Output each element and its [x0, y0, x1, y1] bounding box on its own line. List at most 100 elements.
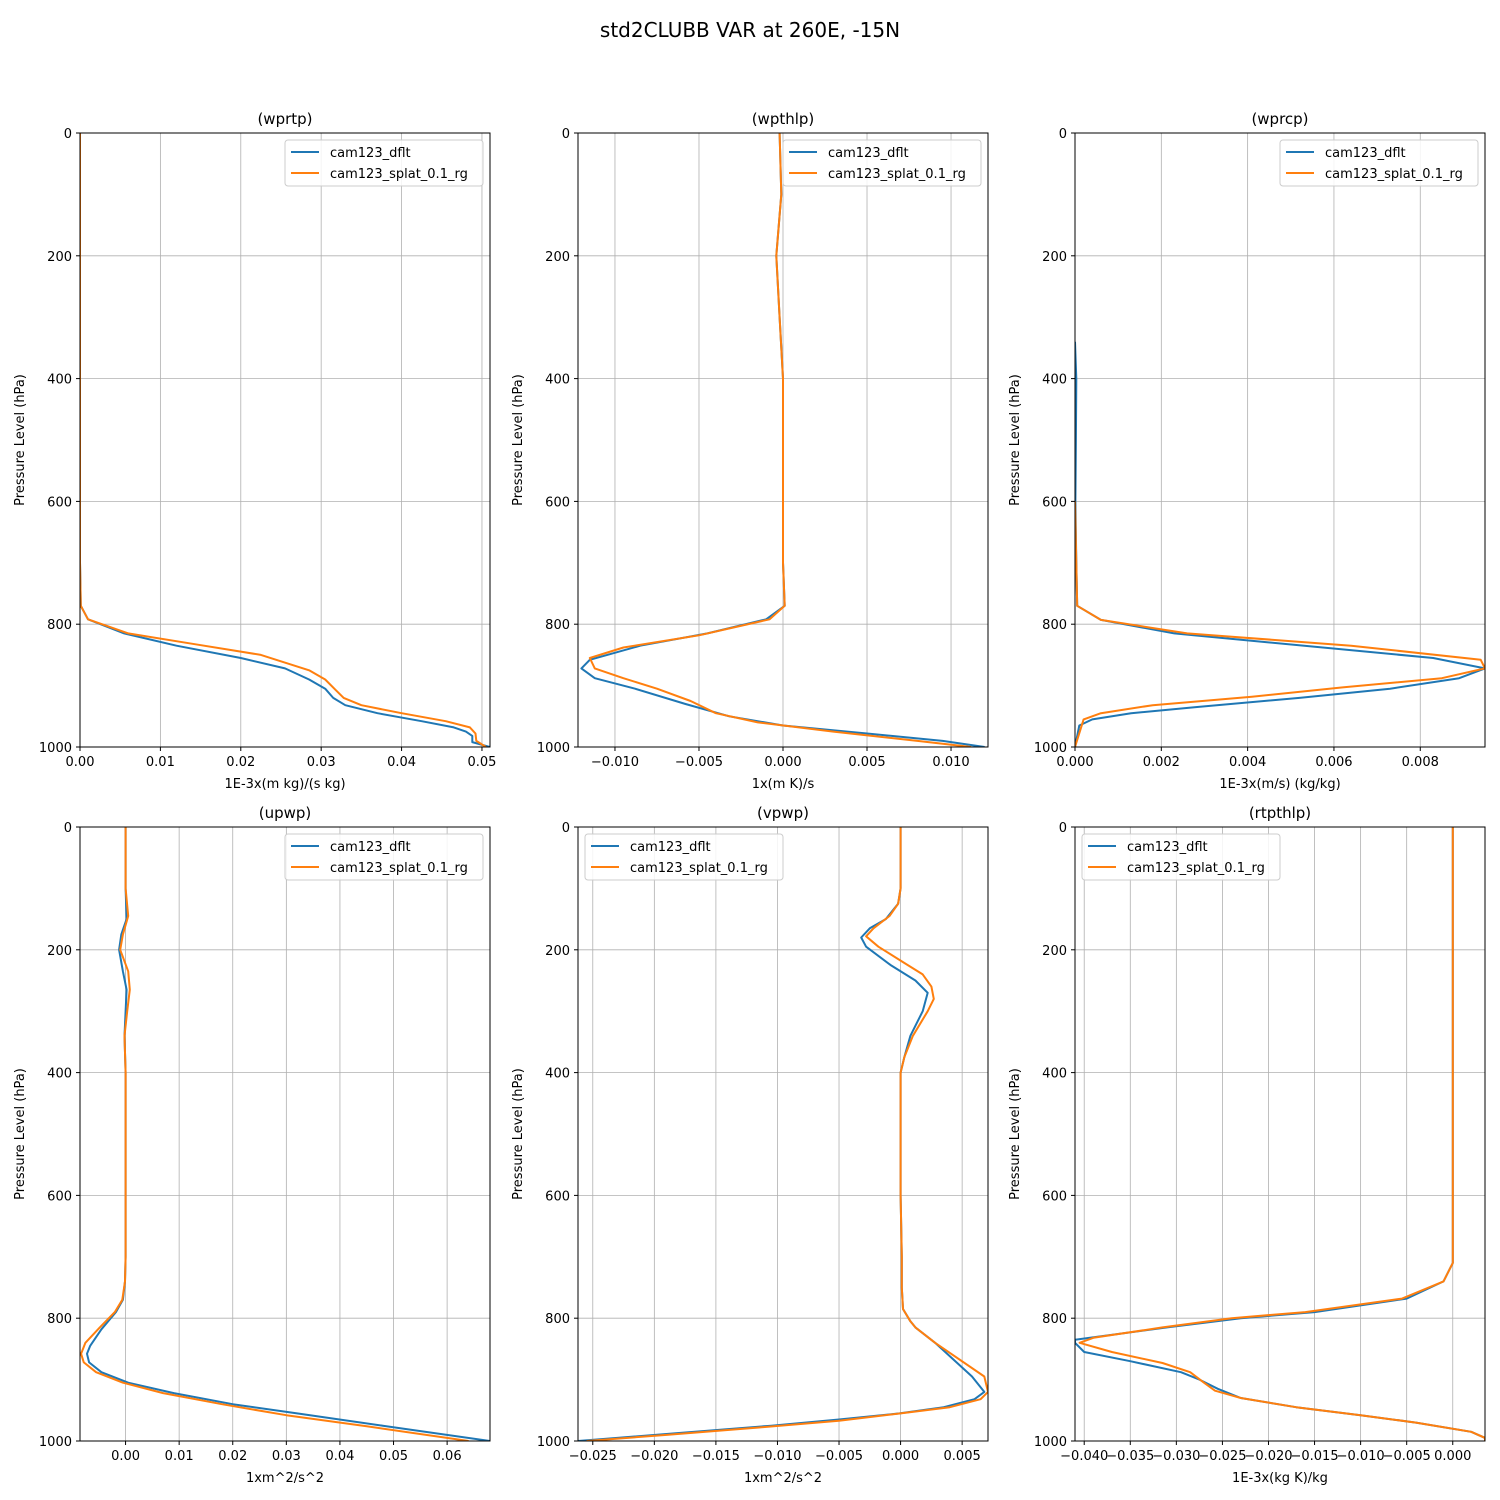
legend-label: cam123_dflt — [330, 840, 411, 855]
series-line-cam123_splat_0.1_rg — [80, 827, 469, 1441]
x-tick-label: 0.04 — [387, 755, 416, 770]
x-tick-label: 0.05 — [467, 755, 496, 770]
legend-label: cam123_dflt — [1127, 840, 1208, 855]
x-tick-label: 0.02 — [218, 1449, 247, 1464]
y-tick-label: 800 — [1042, 1312, 1067, 1327]
x-tick-label: 0.02 — [226, 755, 255, 770]
x-tick-label: 0.010 — [932, 755, 969, 770]
subplot-title: (rtpthlp) — [1249, 804, 1311, 822]
subplot-wpthlp: −0.010 −0.005 0.000 0.005 0.010 0 200 400 600 800… — [511, 110, 989, 792]
plot-frame — [577, 826, 989, 1442]
y-tick-label: 200 — [47, 250, 72, 265]
legend-label: cam123_splat_0.1_rg — [630, 861, 768, 876]
y-tick-label: 1000 — [1034, 1435, 1067, 1450]
y-tick-label: 0 — [64, 127, 72, 142]
x-tick-label: −0.005 — [815, 1449, 863, 1464]
legend: cam123_dflt cam123_splat_0.1_rg — [284, 833, 484, 881]
y-tick-label: 1000 — [39, 741, 72, 756]
legend-label: cam123_dflt — [630, 840, 711, 855]
y-tick-label: 600 — [545, 495, 570, 510]
y-tick-label: 600 — [47, 1189, 72, 1204]
x-tick-label: 0.05 — [379, 1449, 408, 1464]
x-axis-label: 1E-3x(kg K)/kg — [1232, 1471, 1328, 1486]
legend: cam123_dflt cam123_splat_0.1_rg — [284, 139, 484, 187]
y-tick-label: 1000 — [537, 741, 570, 756]
x-tick-label: −0.010 — [753, 1449, 801, 1464]
subplot-title: (wprtp) — [257, 110, 312, 128]
x-tick-label: 0.002 — [1143, 755, 1180, 770]
x-tick-label: 0.01 — [165, 1449, 194, 1464]
y-tick-label: 400 — [47, 373, 72, 388]
y-axis-label: Pressure Level (hPa) — [13, 1068, 28, 1200]
legend-label: cam123_splat_0.1_rg — [828, 167, 966, 182]
legend-label: cam123_dflt — [828, 146, 909, 161]
y-tick-label: 600 — [47, 495, 72, 510]
y-tick-label: 0 — [562, 127, 570, 142]
x-tick-label: −0.035 — [1106, 1449, 1154, 1464]
y-axis-label: Pressure Level (hPa) — [1008, 1068, 1023, 1200]
x-tick-label: −0.005 — [1383, 1449, 1431, 1464]
y-tick-label: 0 — [64, 821, 72, 836]
subplot-title: (wpthlp) — [752, 110, 815, 128]
series-line-cam123_splat_0.1_rg — [80, 133, 487, 747]
x-tick-label: 0.00 — [111, 1449, 140, 1464]
x-tick-label: 0.000 — [882, 1449, 919, 1464]
x-tick-label: 0.04 — [325, 1449, 354, 1464]
x-tick-label: 0.06 — [433, 1449, 462, 1464]
legend: cam123_dflt cam123_splat_0.1_rg — [1081, 833, 1281, 881]
series-line-cam123_splat_0.1_rg — [588, 133, 972, 747]
legend: cam123_dflt cam123_splat_0.1_rg — [1279, 139, 1479, 187]
y-tick-label: 1000 — [537, 1435, 570, 1450]
y-tick-label: 800 — [545, 618, 570, 633]
x-tick-label: 0.000 — [764, 755, 801, 770]
x-tick-label: −0.025 — [1198, 1449, 1246, 1464]
y-axis-label: Pressure Level (hPa) — [13, 374, 28, 506]
x-tick-label: 0.005 — [848, 755, 885, 770]
subplot-upwp: 0.00 0.01 0.02 0.03 0.04 0.05 0.06 0 200 400 600 80… — [13, 804, 491, 1486]
y-tick-label: 800 — [47, 1312, 72, 1327]
x-tick-label: −0.010 — [591, 755, 639, 770]
y-tick-label: 200 — [545, 944, 570, 959]
x-tick-label: −0.025 — [569, 1449, 617, 1464]
x-axis-label: 1xm^2/s^2 — [246, 1471, 324, 1486]
y-tick-label: 1000 — [39, 1435, 72, 1450]
legend-box — [284, 139, 484, 187]
subplot-grid: 0.00 0.01 0.02 0.03 0.04 0.05 0 200 400 600 800 100… — [13, 110, 1486, 1486]
y-tick-label: 800 — [47, 618, 72, 633]
legend-box — [1279, 139, 1479, 187]
y-axis-label: Pressure Level (hPa) — [511, 1068, 526, 1200]
plot-frame — [1074, 826, 1486, 1442]
legend-label: cam123_splat_0.1_rg — [1127, 861, 1265, 876]
legend: cam123_dflt cam123_splat_0.1_rg — [584, 833, 784, 881]
legend-label: cam123_splat_0.1_rg — [330, 167, 468, 182]
series-line-cam123_splat_0.1_rg — [586, 827, 988, 1441]
x-tick-label: 0.01 — [146, 755, 175, 770]
y-tick-label: 200 — [1042, 250, 1067, 265]
subplot-wprtp: 0.00 0.01 0.02 0.03 0.04 0.05 0 200 400 600 800 100… — [13, 110, 496, 792]
x-tick-label: −0.015 — [692, 1449, 740, 1464]
y-tick-label: 400 — [1042, 1067, 1067, 1082]
legend-label: cam123_splat_0.1_rg — [1325, 167, 1463, 182]
x-tick-label: 0.03 — [307, 755, 336, 770]
legend-box — [1081, 833, 1281, 881]
legend-box — [284, 833, 484, 881]
subplot-rtpthlp: −0.040−0.035−0.030−0.025−0.020−0.015−0.0… — [1008, 804, 1486, 1486]
subplot-title: (wprcp) — [1251, 110, 1308, 128]
x-axis-label: 1x(m K)/s — [752, 777, 815, 792]
x-tick-label: 0.000 — [1056, 755, 1093, 770]
y-tick-label: 800 — [1042, 618, 1067, 633]
x-tick-label: 0.03 — [272, 1449, 301, 1464]
legend-box — [584, 833, 784, 881]
y-tick-label: 400 — [47, 1067, 72, 1082]
x-tick-label: −0.020 — [1244, 1449, 1292, 1464]
legend-label: cam123_dflt — [1325, 146, 1406, 161]
y-tick-label: 600 — [545, 1189, 570, 1204]
subplot-wprcp: 0.000 0.002 0.004 0.006 0.008 0 200 400 600 800 10… — [1008, 110, 1486, 792]
plot-frame — [1074, 132, 1486, 748]
x-tick-label: −0.005 — [675, 755, 723, 770]
x-axis-label: 1E-3x(m kg)/(s kg) — [224, 777, 345, 792]
x-tick-label: 0.00 — [66, 755, 95, 770]
x-tick-label: 0.008 — [1402, 755, 1439, 770]
